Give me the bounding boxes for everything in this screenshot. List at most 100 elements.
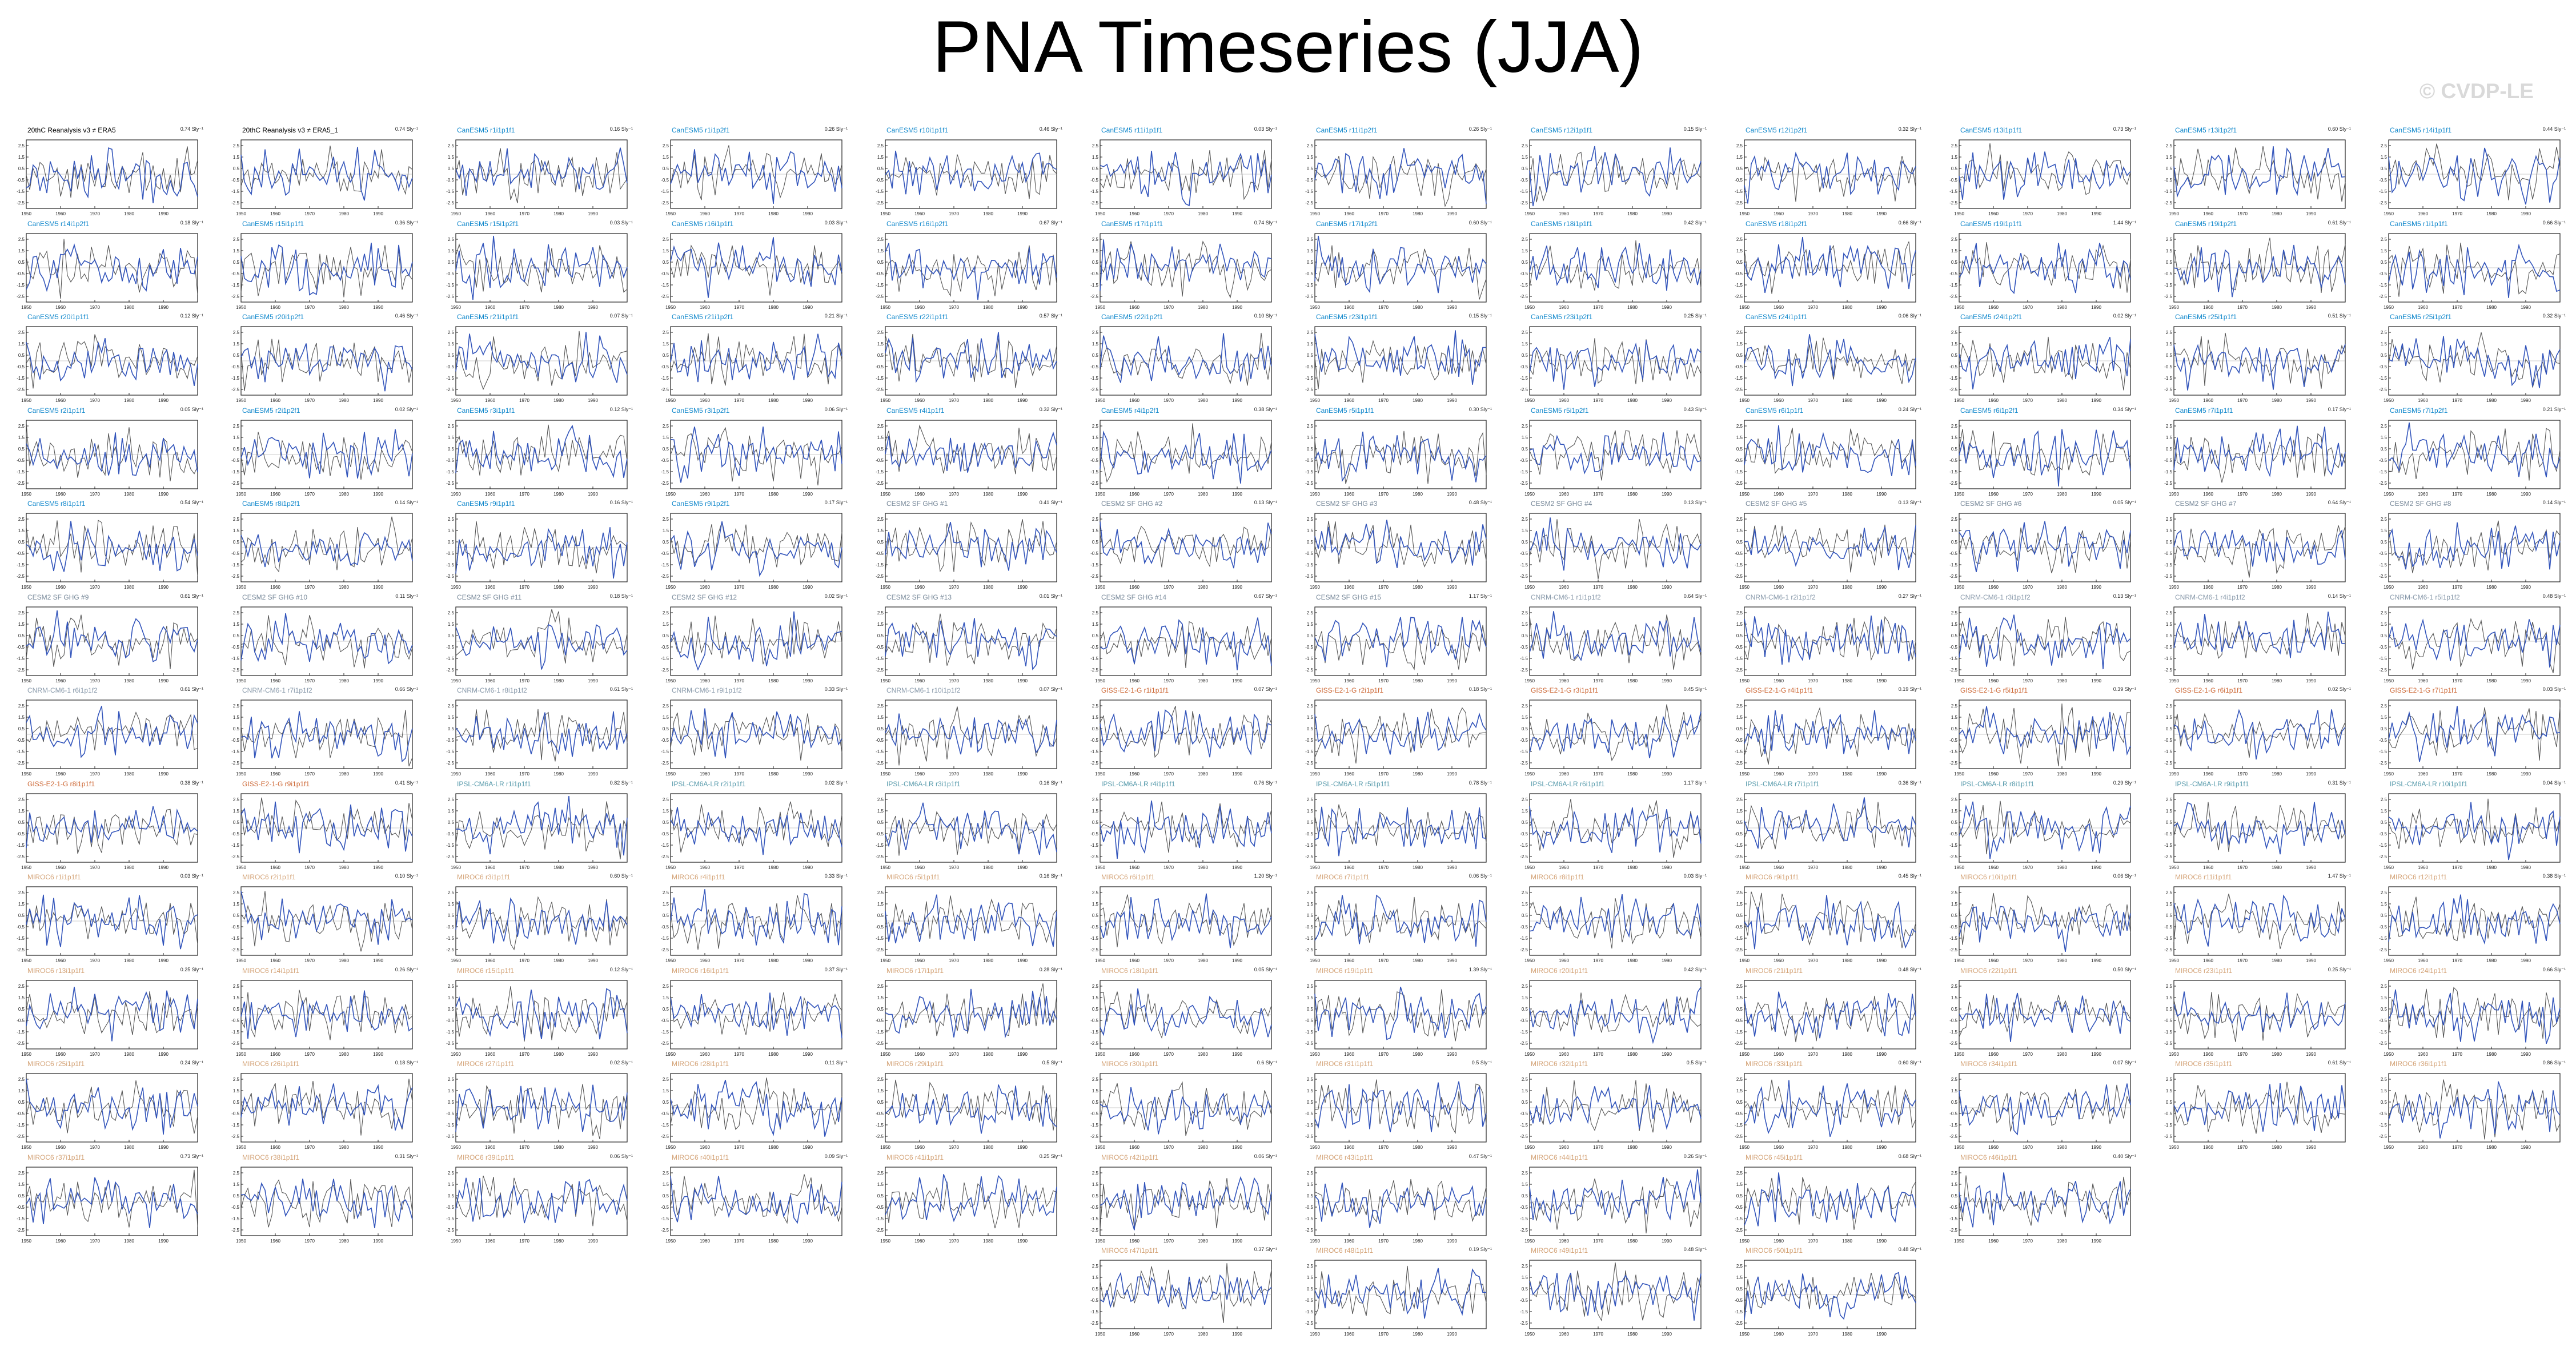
model-series-line	[2173, 991, 2346, 1033]
panel: 2.5 1.5 0.5 -0.5 -1.5 -2.5 1950 1960 1970 1980 199…	[1078, 590, 1278, 683]
y-tick-label: -0.5	[1305, 551, 1313, 556]
model-series-line	[1744, 1272, 1916, 1320]
panel-trend: 0.32 Sly⁻¹	[2542, 313, 2566, 319]
x-tick-label: 1960	[1129, 398, 1139, 403]
y-tick-label: 0.5	[2166, 447, 2173, 452]
x-tick-label: 1970	[1593, 771, 1603, 777]
y-tick-label: 2.5	[877, 703, 884, 709]
y-tick-label: -1.5	[2164, 376, 2172, 381]
panel-title: MIROC6 r33i1p1f1	[1746, 1060, 1803, 1068]
panel-title: CESM2 SF GHG #13	[886, 593, 952, 601]
x-tick-label: 1970	[2023, 865, 2033, 870]
y-tick-label: -1.5	[231, 1216, 239, 1221]
x-tick-label: 1960	[1559, 958, 1569, 963]
y-tick-label: 0.5	[663, 726, 669, 731]
panel-title: CESM2 SF GHG #10	[242, 593, 308, 601]
x-tick-label: 1970	[304, 492, 315, 497]
y-tick-label: -1.5	[2164, 189, 2172, 194]
x-tick-label: 1950	[451, 585, 461, 590]
x-tick-label: 1960	[1773, 1052, 1784, 1057]
y-tick-label: -1.5	[1305, 749, 1313, 754]
y-tick-label: 0.5	[1522, 1100, 1528, 1105]
y-tick-label: 2.5	[1092, 1264, 1099, 1269]
x-tick-label: 1980	[339, 1052, 349, 1057]
x-tick-label: 1980	[553, 1239, 564, 1244]
panel-trend: 0.86 Sly⁻¹	[2542, 1060, 2566, 1065]
y-tick-label: 0.5	[1951, 1100, 1958, 1105]
x-tick-label: 1980	[553, 1052, 564, 1057]
y-tick-label: -0.5	[1520, 831, 1528, 837]
model-series-line	[455, 624, 628, 670]
y-tick-label: 0.5	[18, 820, 25, 825]
x-tick-label: 1960	[1988, 211, 1999, 216]
x-tick-label: 1990	[588, 492, 598, 497]
y-tick-label: -0.5	[876, 458, 884, 463]
y-tick-label: -0.5	[446, 831, 454, 837]
x-tick-label: 1960	[700, 492, 710, 497]
y-tick-label: 2.5	[1307, 1171, 1314, 1176]
y-tick-label: 1.5	[1736, 528, 1743, 533]
y-tick-label: 0.5	[877, 447, 884, 452]
y-tick-label: -2.5	[661, 200, 669, 206]
x-tick-label: 1970	[90, 1052, 100, 1057]
y-tick-label: 1.5	[2381, 809, 2388, 814]
panel: 2.5 1.5 0.5 -0.5 -1.5 -2.5 1950 1960 1970 1980 199…	[1078, 403, 1278, 497]
y-tick-label: 2.5	[1522, 984, 1528, 989]
y-tick-label: 1.5	[1522, 1182, 1528, 1187]
panel: 2.5 1.5 0.5 -0.5 -1.5 -2.5 1950 1960 1970 1980 199…	[864, 963, 1064, 1057]
y-tick-label: 2.5	[1092, 610, 1099, 616]
x-tick-label: 1950	[1739, 1145, 1750, 1150]
panel-trend: 0.13 Sly⁻¹	[1683, 500, 1707, 505]
y-tick-label: -0.5	[446, 738, 454, 743]
model-series-line	[1100, 893, 1272, 948]
model-series-line	[455, 987, 628, 1040]
y-tick-label: 1.5	[1092, 1182, 1099, 1187]
x-tick-label: 1950	[880, 678, 890, 683]
observed-series-line	[1959, 143, 2131, 195]
x-tick-label: 1970	[949, 305, 959, 310]
x-tick-label: 1990	[1662, 398, 1672, 403]
x-tick-label: 1960	[700, 1052, 710, 1057]
y-tick-label: 2.5	[18, 424, 25, 429]
y-tick-label: 1.5	[877, 341, 884, 347]
y-tick-label: 2.5	[663, 703, 669, 709]
y-tick-label: -2.5	[231, 947, 239, 952]
panel: 2.5 1.5 0.5 -0.5 -1.5 -2.5 1950 1960 1970 1980 199…	[1508, 1150, 1708, 1244]
panel-trend: 1.17 Sly⁻¹	[1468, 593, 1492, 599]
x-tick-label: 1950	[1524, 678, 1535, 683]
y-tick-label: -0.5	[661, 178, 669, 183]
y-tick-label: -1.5	[1949, 562, 1957, 568]
y-tick-label: -2.5	[2164, 387, 2172, 392]
y-tick-label: -0.5	[1305, 178, 1313, 183]
x-tick-label: 1950	[1954, 1239, 1964, 1244]
y-tick-label: -0.5	[1520, 924, 1528, 930]
y-tick-label: -0.5	[876, 831, 884, 837]
x-tick-label: 1970	[1378, 492, 1389, 497]
model-series-line	[885, 894, 1057, 947]
y-tick-label: -1.5	[1305, 1216, 1313, 1221]
y-tick-label: -0.5	[1735, 645, 1743, 650]
x-tick-label: 1950	[1739, 865, 1750, 870]
panel-title: MIROC6 r24i1p1f1	[2390, 966, 2447, 975]
y-tick-label: -0.5	[661, 1111, 669, 1116]
panel-title: MIROC6 r3i1p1f1	[457, 873, 511, 881]
x-tick-label: 1970	[90, 865, 100, 870]
y-tick-label: -1.5	[1090, 843, 1098, 848]
x-tick-label: 1960	[1988, 865, 1999, 870]
y-tick-label: 1.5	[2381, 622, 2388, 627]
y-tick-label: -2.5	[876, 1134, 884, 1139]
x-tick-label: 1970	[1163, 585, 1174, 590]
x-tick-label: 1960	[485, 1052, 495, 1057]
y-tick-label: -0.5	[1949, 364, 1957, 369]
y-tick-label: 0.5	[1736, 1286, 1743, 1292]
x-tick-label: 1970	[949, 1239, 959, 1244]
model-series-line	[1100, 1272, 1272, 1310]
x-tick-label: 1990	[1662, 492, 1672, 497]
